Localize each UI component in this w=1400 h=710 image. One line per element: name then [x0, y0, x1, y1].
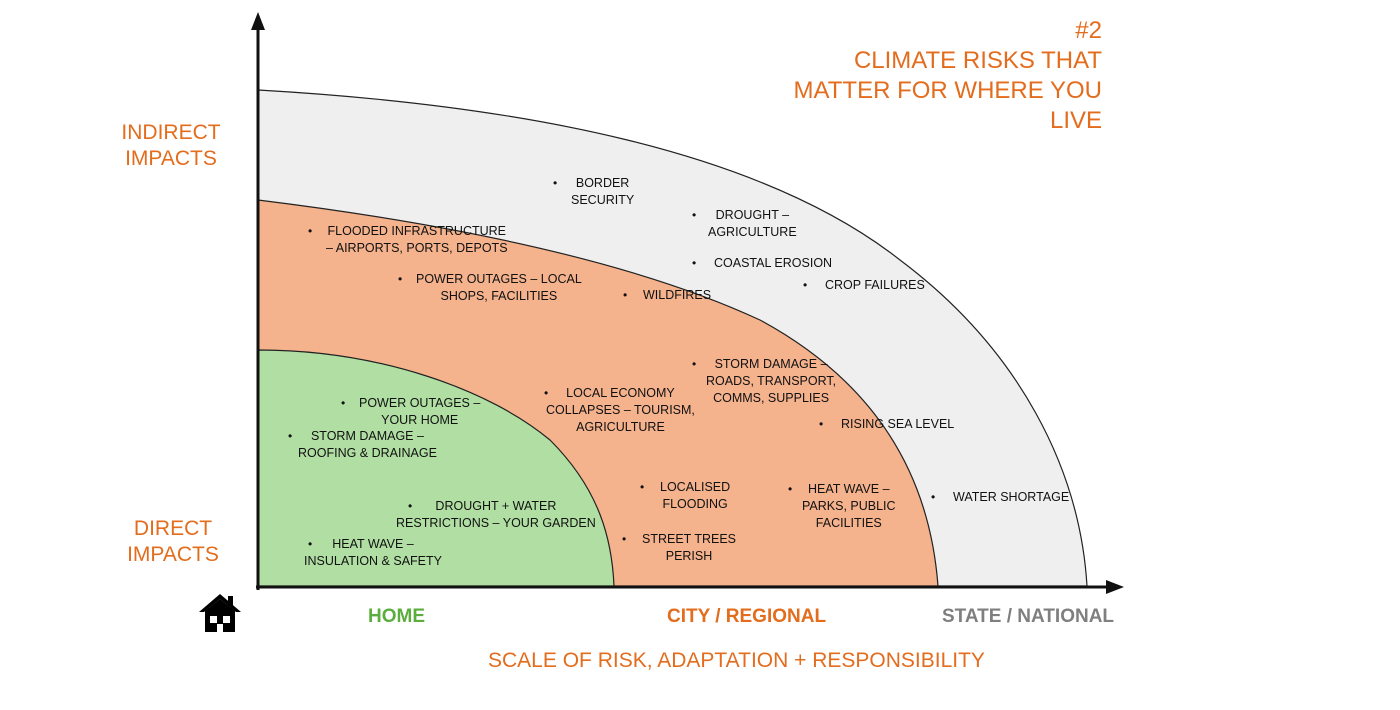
- title-line: CLIMATE RISKS THAT: [853, 47, 1102, 74]
- title-line: LIVE: [1049, 107, 1102, 134]
- y-label-line: INDIRECT: [121, 121, 221, 144]
- risk-line: STREET TREES: [642, 532, 737, 546]
- risk-item: • POWER OUTAGES – LOCAL SHOPS, FACILITIE…: [398, 272, 582, 303]
- risk-item: • HEAT WAVE – PARKS, PUBLIC FACILITIES: [788, 482, 896, 530]
- risk-line: POWER OUTAGES – LOCAL: [416, 272, 582, 286]
- y-label-line: IMPACTS: [127, 543, 219, 566]
- risk-item: • WILDFIRES: [623, 288, 712, 302]
- risk-item: • LOCALISED FLOODING: [640, 480, 731, 511]
- risk-line: SECURITY: [571, 193, 635, 207]
- title-line: MATTER FOR WHERE YOU: [793, 77, 1102, 104]
- x-axis-arrow: [1106, 580, 1124, 594]
- risk-line: RESTRICTIONS – YOUR GARDEN: [396, 516, 596, 530]
- risk-item: • WATER SHORTAGE: [931, 490, 1070, 504]
- risk-item: • POWER OUTAGES – YOUR HOME: [341, 396, 481, 427]
- diagram-title: #2 CLIMATE RISKS THAT MATTER FOR WHERE Y…: [794, 16, 1102, 136]
- risk-line: ROADS, TRANSPORT,: [706, 374, 837, 388]
- y-label-line: IMPACTS: [125, 147, 217, 170]
- y-label-line: DIRECT: [133, 517, 213, 540]
- risk-item: • CROP FAILURES: [803, 278, 925, 292]
- risk-line: WILDFIRES: [643, 288, 712, 302]
- risk-line: BORDER: [575, 176, 630, 190]
- y-axis-arrow: [251, 12, 265, 30]
- home-zone: [257, 349, 615, 587]
- risk-line: HEAT WAVE –: [332, 537, 414, 551]
- risk-line: STORM DAMAGE –: [310, 429, 424, 443]
- risk-line: COASTAL EROSION: [714, 256, 833, 270]
- risk-line: AGRICULTURE: [576, 420, 665, 434]
- risk-line: FLOODING: [662, 497, 728, 511]
- risk-line: SHOPS, FACILITIES: [440, 289, 558, 303]
- risk-item: • FLOODED INFRASTRUCTURE – AIRPORTS, POR…: [308, 224, 508, 255]
- risk-line: YOUR HOME: [381, 413, 459, 427]
- risk-line: FACILITIES: [815, 516, 882, 530]
- x-label-city-regional: CITY / REGIONAL: [667, 606, 827, 627]
- risk-item: • STORM DAMAGE – ROOFING & DRAINAGE: [288, 429, 437, 460]
- x-label-home: HOME: [368, 606, 425, 627]
- x-label-state-national: STATE / NATIONAL: [942, 606, 1115, 627]
- risk-line: STORM DAMAGE –: [714, 357, 828, 371]
- y-label-direct: DIRECT IMPACTS: [103, 516, 243, 568]
- risk-line: CROP FAILURES: [825, 278, 925, 292]
- x-axis-footer: SCALE OF RISK, ADAPTATION + RESPONSIBILI…: [488, 649, 985, 672]
- risk-line: WATER SHORTAGE: [953, 490, 1070, 504]
- risk-line: LOCAL ECONOMY: [566, 386, 675, 400]
- title-line: #2: [1075, 17, 1102, 44]
- risk-line: AGRICULTURE: [708, 225, 797, 239]
- risk-item: • RISING SEA LEVEL: [819, 417, 955, 431]
- risk-line: COMMS, SUPPLIES: [713, 391, 830, 405]
- risk-line: HEAT WAVE –: [808, 482, 890, 496]
- y-label-indirect: INDIRECT IMPACTS: [101, 120, 241, 172]
- risk-item: • STORM DAMAGE – ROADS, TRANSPORT, COMMS…: [692, 357, 837, 405]
- risk-item: • LOCAL ECONOMY COLLAPSES – TOURISM, AGR…: [544, 386, 695, 434]
- risk-item: • DROUGHT – AGRICULTURE: [692, 208, 797, 239]
- risk-item: • DROUGHT + WATER RESTRICTIONS – YOUR GA…: [396, 499, 596, 530]
- risk-line: INSULATION & SAFETY: [304, 554, 442, 568]
- risk-line: PARKS, PUBLIC: [802, 499, 896, 513]
- risk-line: POWER OUTAGES –: [359, 396, 481, 410]
- risk-line: RISING SEA LEVEL: [841, 417, 955, 431]
- risk-line: LOCALISED: [660, 480, 731, 494]
- risk-item: • BORDER SECURITY: [553, 176, 635, 207]
- risk-item: • COASTAL EROSION: [692, 256, 833, 270]
- risk-line: DROUGHT + WATER: [435, 499, 557, 513]
- risk-line: PERISH: [665, 549, 713, 563]
- house-icon: [199, 594, 241, 632]
- risk-line: FLOODED INFRASTRUCTURE: [327, 224, 506, 238]
- risk-line: DROUGHT –: [715, 208, 790, 222]
- risk-line: – AIRPORTS, PORTS, DEPOTS: [326, 241, 508, 255]
- risk-item: • HEAT WAVE – INSULATION & SAFETY: [304, 537, 442, 568]
- risk-line: COLLAPSES – TOURISM,: [546, 403, 695, 417]
- risk-line: ROOFING & DRAINAGE: [298, 446, 437, 460]
- risk-item: • STREET TREES PERISH: [622, 532, 737, 563]
